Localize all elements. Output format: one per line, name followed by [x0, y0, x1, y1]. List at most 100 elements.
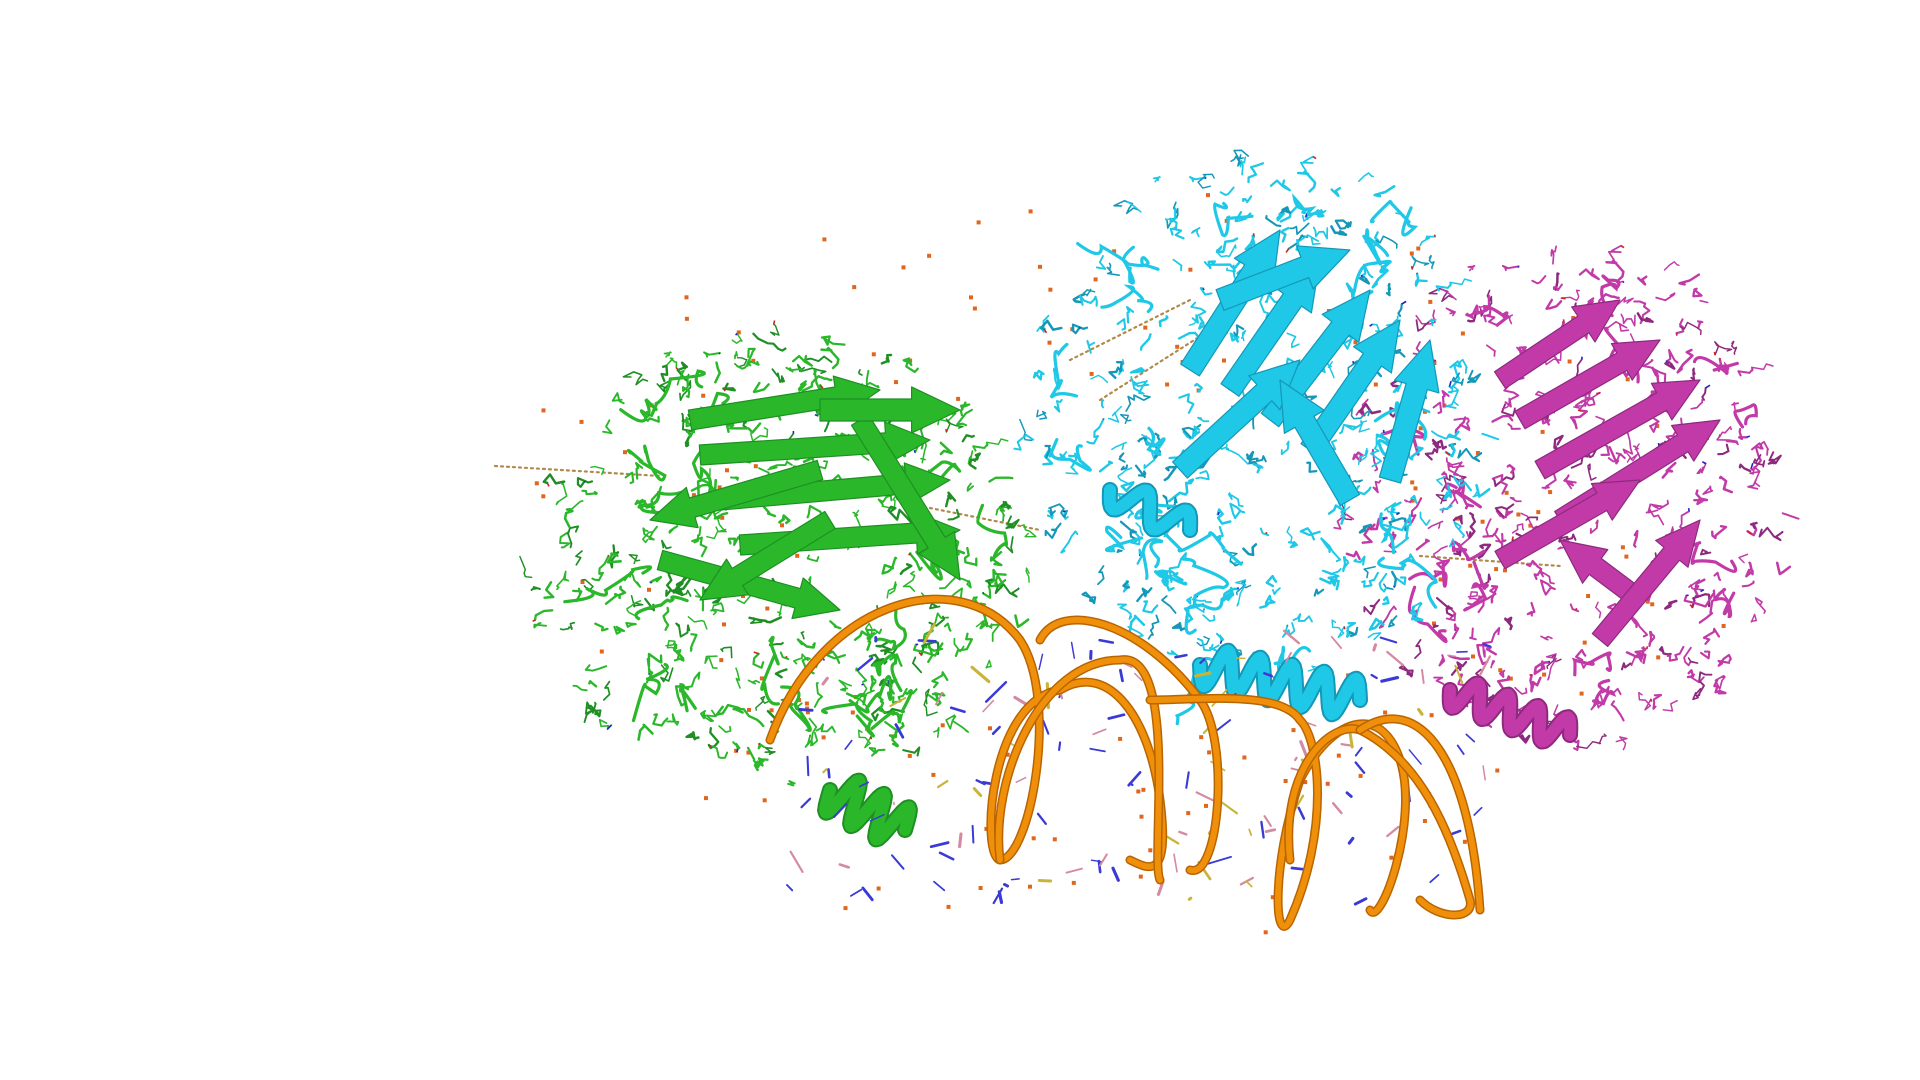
magenta-sidechain: [1702, 627, 1721, 645]
cyan-loop: [1369, 199, 1419, 237]
green-sidechain: [945, 418, 964, 433]
water-molecule: [1624, 554, 1629, 559]
cyan-sidechain: [1048, 503, 1069, 519]
magenta-sidechain: [1467, 595, 1485, 606]
green-sidechain: [665, 570, 673, 597]
magenta-sidechain: [1506, 463, 1516, 474]
dna-base-pair: [1090, 859, 1103, 863]
water-molecule: [1429, 713, 1434, 718]
cyan-sidechain: [1245, 450, 1261, 470]
magenta-sidechain: [1531, 275, 1547, 285]
cyan-sidechain: [1392, 379, 1403, 393]
water-molecule: [1567, 359, 1572, 364]
green-sidechain: [858, 369, 863, 376]
water-molecule: [1540, 429, 1545, 434]
magenta-sidechain: [1540, 635, 1553, 641]
green-sidechain: [628, 553, 641, 565]
green-sidechain: [650, 485, 663, 504]
dna-base-pair: [970, 665, 991, 684]
magenta-sidechain: [1432, 624, 1439, 629]
magenta-sidechain: [1371, 448, 1379, 472]
water-molecule: [717, 485, 722, 490]
green-sidechain: [768, 641, 784, 647]
water-molecule: [795, 553, 800, 558]
dna-base-pair: [1042, 719, 1050, 735]
dna-base-pair: [1348, 732, 1354, 749]
water-molecule: [580, 580, 585, 584]
cyan-sidechain: [1390, 570, 1398, 588]
magenta-sidechain: [1641, 646, 1648, 655]
cyan-heteroatom-bond: [1396, 512, 1400, 516]
cyan-sidechain: [1162, 494, 1178, 510]
dna-base-pair: [981, 780, 992, 786]
green-sidechain: [542, 473, 566, 485]
green-sidechain: [972, 443, 989, 452]
cyan-sidechain: [1143, 452, 1156, 470]
magenta-sidechain: [1750, 613, 1758, 623]
green-sidechain: [634, 498, 647, 506]
cyan-sidechain: [1326, 361, 1335, 379]
water-molecule: [647, 587, 651, 592]
magenta-sidechain: [1607, 244, 1622, 265]
magenta-sidechain: [1438, 654, 1446, 667]
magenta-sidechain: [1666, 348, 1679, 364]
magenta-loop: [1474, 305, 1510, 327]
magenta-sidechain: [1554, 272, 1560, 291]
magenta-sidechain: [1491, 414, 1514, 423]
green-sidechain: [689, 633, 698, 652]
magenta-sidechain: [1545, 653, 1557, 681]
cyan-sidechain: [1457, 447, 1483, 463]
water-molecule: [1093, 277, 1098, 282]
cyan-sidechain: [1216, 244, 1237, 258]
magenta-sidechain: [1731, 401, 1740, 410]
green-sidechain: [824, 650, 847, 664]
dna-base-pair: [844, 739, 853, 750]
magenta-sidechain: [1432, 401, 1443, 415]
green-sidechain: [988, 476, 1014, 483]
magenta-sidechain: [1361, 525, 1373, 544]
cyan-sidechain: [1378, 572, 1388, 593]
water-molecule: [901, 265, 906, 270]
magenta-sidechain: [1641, 358, 1667, 385]
cyan-heteroatom-bond: [1445, 451, 1451, 456]
cyan-sidechain: [1178, 393, 1195, 414]
cyan-sidechain: [1013, 434, 1035, 451]
dna-base-pair: [850, 888, 863, 897]
cyan-sidechain: [1397, 303, 1403, 317]
green-sidechain: [602, 419, 613, 435]
green-beta-strand: [850, 414, 961, 581]
green-heteroatom-bond: [735, 332, 738, 336]
magenta-sidechain: [1501, 264, 1520, 272]
cyan-sidechain: [1126, 201, 1142, 213]
green-sidechain: [979, 613, 989, 630]
water-molecule: [1413, 486, 1418, 491]
cyan-heteroatom-bond: [1343, 626, 1346, 630]
magenta-sidechain: [1352, 451, 1365, 463]
contact-dotted-line: [1068, 298, 1192, 362]
water-molecule: [1283, 779, 1288, 783]
magenta-sidechain: [1692, 687, 1702, 701]
magenta-sidechain: [1485, 518, 1492, 537]
cyan-sidechain: [1171, 621, 1187, 632]
cyan-sidechain: [1019, 418, 1033, 442]
dna-base-pair: [1465, 733, 1476, 743]
magenta-sidechain: [1663, 261, 1680, 271]
green-sidechain: [868, 746, 886, 757]
magenta-sidechain: [1737, 368, 1754, 377]
cyan-sidechain: [1216, 508, 1232, 525]
green-sidechain: [722, 382, 736, 392]
magenta-sidechain: [1415, 319, 1432, 332]
magenta-sidechain: [1441, 288, 1457, 301]
cyan-sidechain: [1111, 441, 1127, 451]
green-sidechain: [714, 361, 722, 384]
cyan-heteroatom-bond: [1204, 177, 1207, 180]
green-sidechain: [622, 371, 649, 386]
magenta-sidechain: [1427, 520, 1444, 530]
cyan-sidechain: [1329, 546, 1342, 563]
dna-base-pair: [1290, 866, 1306, 871]
dna-base-pair: [1058, 741, 1062, 751]
cyan-sidechain: [1203, 261, 1212, 269]
cyan-sidechain: [1191, 227, 1201, 238]
cyan-sidechain: [1215, 237, 1239, 254]
water-molecule: [753, 464, 758, 469]
